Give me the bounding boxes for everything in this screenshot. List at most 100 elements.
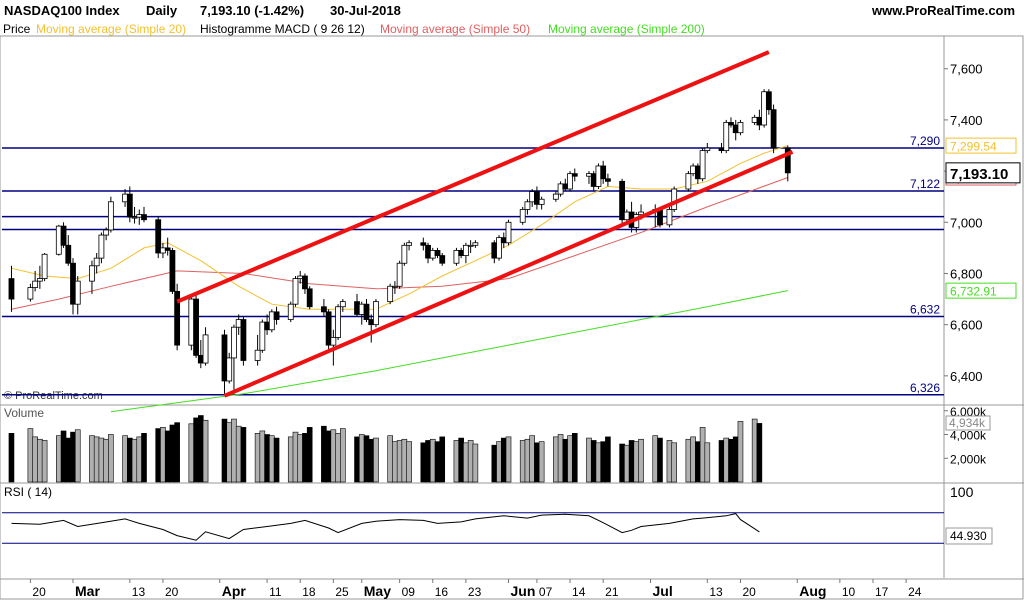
candle-body xyxy=(638,211,644,216)
candle-body xyxy=(524,201,531,210)
channel-trendline xyxy=(223,150,794,398)
candle-body xyxy=(226,357,233,382)
candle-body xyxy=(103,229,110,236)
volume-bar xyxy=(619,443,625,483)
candle-body xyxy=(89,265,95,282)
legend-price[interactable]: Price xyxy=(3,22,31,36)
volume-bar xyxy=(557,434,564,483)
volume-bar xyxy=(164,430,171,483)
volume-bar xyxy=(534,442,540,483)
volume-bar xyxy=(363,435,370,483)
volume-bar xyxy=(439,436,446,483)
y-tick-label: 6,800 xyxy=(950,266,983,281)
candle-body xyxy=(552,193,559,200)
ma200-value-tag: 6,732.91 xyxy=(950,285,997,299)
candle-body xyxy=(330,337,337,346)
legend-macd[interactable]: Histogramme MACD ( 9 26 12) xyxy=(200,22,365,36)
volume-bar xyxy=(491,444,498,483)
candle-body xyxy=(699,150,706,180)
candle-body xyxy=(396,262,403,287)
volume-last-tag-box xyxy=(945,415,991,431)
candle-body xyxy=(98,234,105,259)
candle-body xyxy=(126,193,133,218)
candle-body xyxy=(605,178,611,182)
volume-bar xyxy=(666,440,673,483)
volume-bar xyxy=(562,438,569,483)
candle-body xyxy=(306,288,313,308)
volume-bar xyxy=(193,417,199,483)
candle-body xyxy=(500,237,507,244)
candle-body xyxy=(685,173,692,190)
x-tick-label: Jul xyxy=(653,583,673,599)
volume-y-tick-label: 4,000k xyxy=(950,429,987,443)
volume-bar xyxy=(605,436,611,483)
candle-body xyxy=(562,183,569,190)
site-url[interactable]: www.ProRealTime.com xyxy=(872,3,1016,18)
x-tick-label: 24 xyxy=(908,585,922,599)
candle-body xyxy=(534,191,540,205)
volume-bar xyxy=(529,435,535,483)
volume-bar xyxy=(628,440,635,483)
legend-ma50[interactable]: Moving average (Simple 50) xyxy=(380,22,531,36)
volume-bar xyxy=(467,440,474,483)
volume-bar xyxy=(56,435,62,483)
chart-header: NASDAQ100 Index Daily 7,193.10 (-1.42%) … xyxy=(0,0,1024,22)
period-label: Daily xyxy=(146,3,178,18)
candle-body xyxy=(756,116,763,126)
candle-body xyxy=(761,91,768,126)
volume-bar xyxy=(269,435,275,483)
quote-label: 7,193.10 (-1.42%) xyxy=(200,3,305,18)
candle-body xyxy=(65,244,72,264)
x-tick-label: 23 xyxy=(468,585,482,599)
candle-body xyxy=(155,219,162,254)
x-tick-label: 20 xyxy=(165,585,179,599)
volume-bar xyxy=(358,434,365,483)
candle-body xyxy=(529,191,536,203)
volume-bar xyxy=(737,421,744,483)
candle-body xyxy=(358,303,365,315)
candle-body xyxy=(164,247,171,251)
volume-bar xyxy=(131,438,138,483)
y-tick-label: 6,400 xyxy=(950,369,983,384)
volume-bar xyxy=(652,435,659,483)
volume-bar xyxy=(330,429,337,483)
candle-body xyxy=(273,311,280,320)
ma200-value-tag-box xyxy=(945,282,1017,299)
legend-ma20[interactable]: Moving average (Simple 20) xyxy=(36,22,187,36)
x-tick-label: 13 xyxy=(709,585,723,599)
symbol-title: NASDAQ100 Index xyxy=(4,3,120,18)
date-label: 30-Jul-2018 xyxy=(330,3,401,18)
volume-bar xyxy=(538,441,545,483)
candle-body xyxy=(784,147,791,174)
volume-bar xyxy=(188,423,195,483)
volume-bar xyxy=(463,442,469,483)
volume-bar xyxy=(453,440,460,483)
x-tick-label: Mar xyxy=(75,583,100,599)
volume-bar xyxy=(32,436,38,483)
volume-bar xyxy=(392,441,398,483)
ma200-line xyxy=(110,290,788,413)
volume-bar xyxy=(136,436,143,483)
volume-bar xyxy=(240,427,247,483)
volume-bar xyxy=(103,438,109,483)
volume-bar xyxy=(704,442,711,483)
candle-body xyxy=(519,209,526,223)
x-tick-label: Jun xyxy=(511,583,536,599)
volume-bar xyxy=(723,437,730,483)
volume-bar xyxy=(505,436,512,483)
ma20-value-tag-box xyxy=(945,137,1017,154)
candle-body xyxy=(619,180,626,221)
volume-y-tick-label: 6,000k xyxy=(950,405,987,419)
volume-bar xyxy=(354,436,360,483)
volume-bar xyxy=(600,441,606,483)
candle-body xyxy=(429,250,436,259)
candle-body xyxy=(27,287,34,300)
volume-bar xyxy=(302,433,308,483)
legend-ma200[interactable]: Moving average (Simple 200) xyxy=(548,22,705,36)
candle-body xyxy=(197,354,204,364)
volume-bar xyxy=(287,436,294,483)
candle-body xyxy=(623,211,630,221)
candle-body xyxy=(32,280,39,288)
candle-body xyxy=(770,109,777,149)
